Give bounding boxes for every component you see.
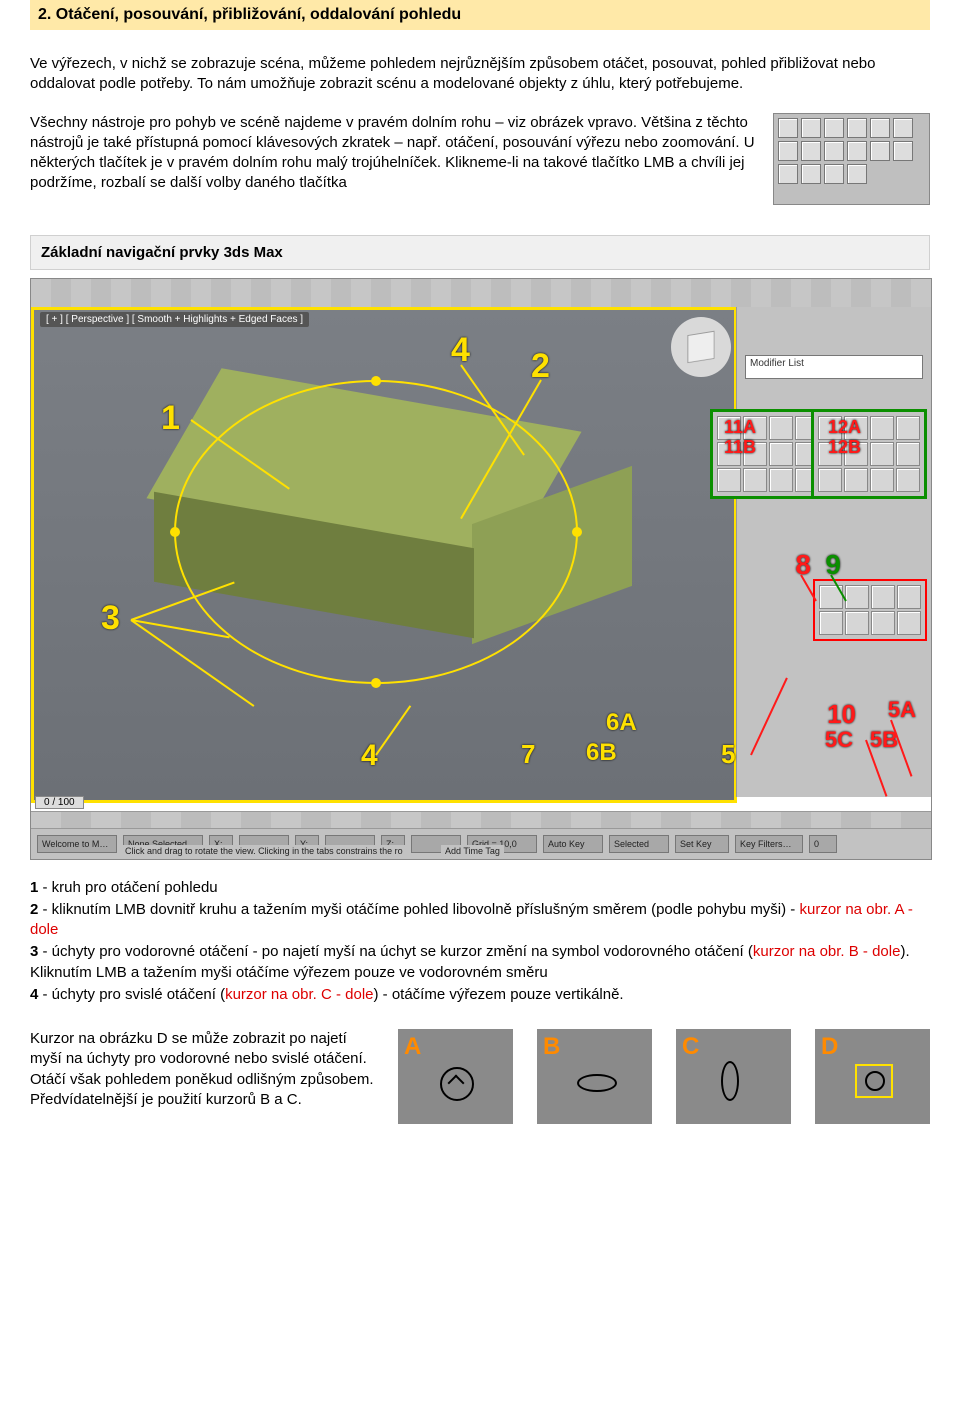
hint-field: Click and drag to rotate the view. Click… (121, 845, 407, 857)
legend-4-tail: ) - otáčíme výřezem pouze vertikálně. (374, 986, 624, 1003)
tools-paragraph: Všechny nástroje pro pohyb ve scéně najd… (30, 113, 755, 205)
section-heading: 2. Otáčení, posouvání, přibližování, odd… (30, 0, 930, 30)
callout-10: 10 (827, 699, 856, 730)
autokey-field: Auto Key (543, 835, 603, 853)
callout-7: 7 (521, 739, 535, 770)
addtag-field: Add Time Tag (441, 845, 504, 857)
callout-4a: 4 (451, 331, 470, 370)
rotation-handle-left (170, 527, 180, 537)
legend-4-red: kurzor na obr. C - dole (225, 986, 373, 1003)
annotated-figure: [ + ] [ Perspective ] [ Smooth + Highlig… (30, 278, 932, 860)
callout-5c: 5C (825, 727, 853, 753)
welcome-field: Welcome to M… (37, 835, 117, 853)
callout-11b: 11B (724, 437, 756, 458)
callout-5a: 5A (888, 697, 916, 723)
cursor-a: A (398, 1029, 513, 1124)
legend: 1 - kruh pro otáčení pohledu 2 - kliknut… (30, 878, 930, 1006)
callout-4b: 4 (361, 739, 378, 773)
legend-3-red: kurzor na obr. B - dole (753, 943, 901, 960)
viewcube (671, 317, 731, 377)
callout-12a: 12A (828, 417, 861, 438)
cursor-b: B (537, 1029, 652, 1124)
cursor-label-b: B (543, 1033, 560, 1061)
callout-8: 8 (795, 549, 811, 581)
navigation-button-grid (813, 579, 927, 641)
app-toolbar (31, 279, 931, 308)
keyfilters-field: Key Filters… (735, 835, 803, 853)
frame-field: 0 (809, 835, 837, 853)
callout-6b: 6B (586, 739, 617, 767)
cursor-label-a: A (404, 1033, 421, 1061)
legend-1-text: - kruh pro otáčení pohledu (38, 879, 217, 896)
callout-6a: 6A (606, 709, 637, 737)
intro-paragraph: Ve výřezech, v nichž se zobrazuje scéna,… (30, 54, 930, 95)
viewport-label: [ + ] [ Perspective ] [ Smooth + Highlig… (40, 312, 309, 327)
cursor-c: C (676, 1029, 791, 1124)
rotation-handle-bottom (371, 678, 381, 688)
callout-1: 1 (161, 399, 180, 438)
rotation-handle-right (572, 527, 582, 537)
callout-9: 9 (825, 549, 841, 581)
legend-4-text: - úchyty pro svislé otáčení ( (38, 986, 225, 1003)
legend-2-text: - kliknutím LMB dovnitř kruhu a tažením … (38, 901, 799, 918)
nav-tools-thumbnail (773, 113, 930, 205)
cursor-label-c: C (682, 1033, 699, 1061)
selected-field: Selected (609, 835, 669, 853)
setkey-field: Set Key (675, 835, 729, 853)
cursor-d: D (815, 1029, 930, 1124)
subsection-heading: Základní navigační prvky 3ds Max (30, 235, 930, 270)
cursor-description: Kurzor na obrázku D se může zobrazit po … (30, 1029, 374, 1110)
callout-11a: 11A (724, 417, 756, 438)
callout-5: 5 (721, 739, 735, 770)
cursor-examples: Kurzor na obrázku D se může zobrazit po … (30, 1029, 930, 1124)
rotation-handle-top (371, 376, 381, 386)
callout-3: 3 (101, 599, 120, 638)
modifier-list: Modifier List (745, 355, 923, 379)
legend-3-text: - úchyty pro vodorovné otáčení - po naje… (38, 943, 753, 960)
rotation-circle (174, 380, 578, 684)
time-slider-label: 0 / 100 (35, 796, 84, 809)
cursor-label-d: D (821, 1033, 838, 1061)
timeline (31, 811, 931, 829)
callout-12b: 12B (828, 437, 861, 458)
